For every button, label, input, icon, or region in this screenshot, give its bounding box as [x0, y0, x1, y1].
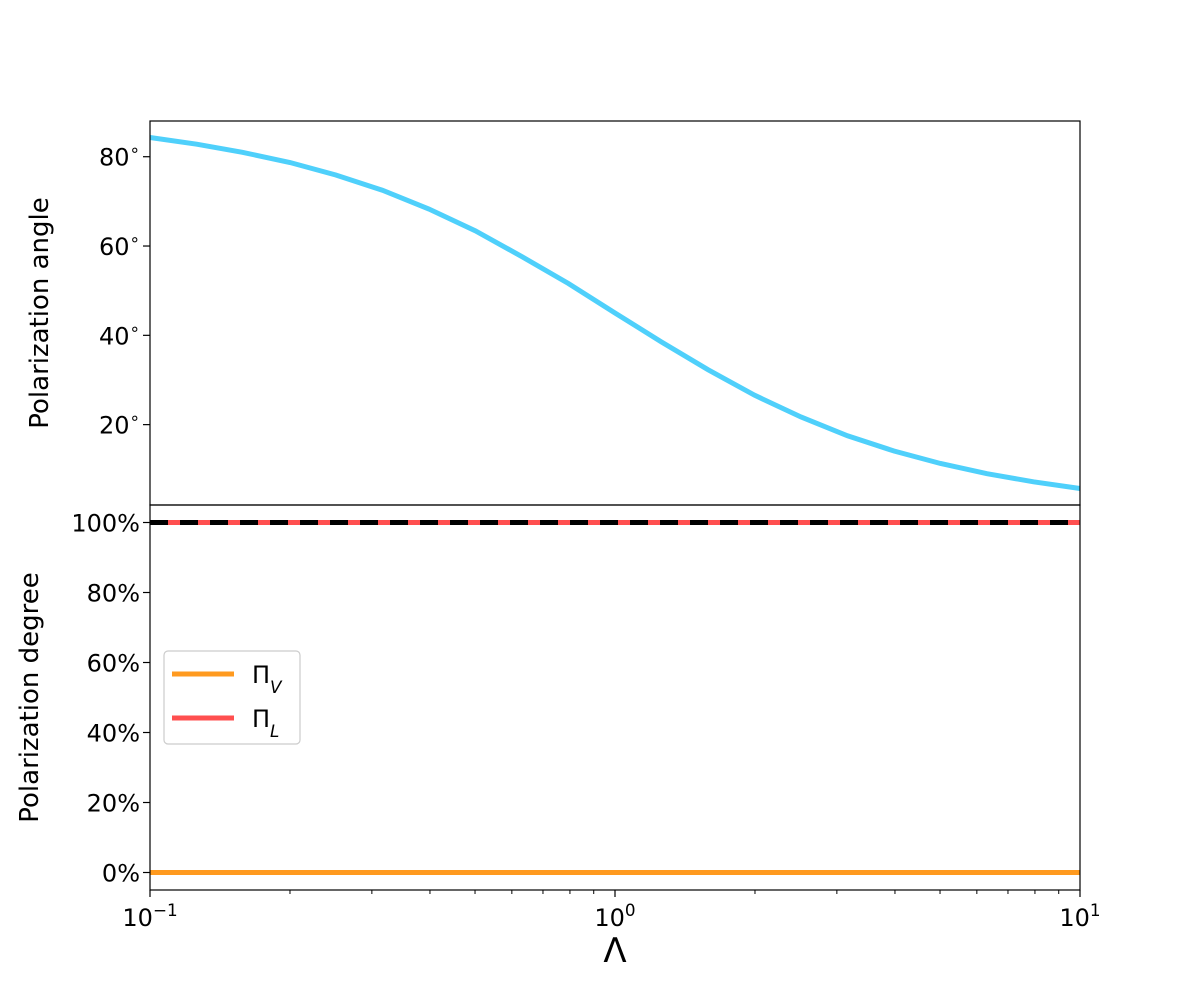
y-tick-label: 20∘ — [99, 408, 140, 440]
x-tick-label: 10−1 — [122, 900, 177, 932]
y-tick-label: 60∘ — [99, 229, 140, 261]
x-tick-label: 101 — [1059, 900, 1100, 932]
x-axis-label: Λ — [603, 931, 626, 971]
top-panel-angle: 20∘ 40∘ 60∘ 80∘ Polarization angle — [25, 120, 1081, 506]
shared-x-axis: 10−1 100 101 Λ — [122, 890, 1101, 971]
y-tick-label: 20% — [87, 790, 140, 818]
y-tick-label: 40% — [87, 720, 140, 748]
bottom-y-axis-label: Polarization degree — [15, 572, 45, 823]
y-tick-label: 80% — [87, 580, 140, 608]
y-tick-label: 80∘ — [99, 140, 140, 172]
bottom-panel-degree: 0%20%40%60%80%100%Polarization degree ΠVΠ… — [15, 504, 1081, 891]
top-y-axis-label: Polarization angle — [25, 197, 55, 429]
y-tick-label: 0% — [102, 860, 140, 888]
legend: ΠV ΠL — [163, 650, 301, 745]
legend-box — [163, 650, 301, 745]
series-top-0-line — [149, 135, 1081, 491]
legend-entry: ΠL — [252, 705, 279, 741]
y-tick-label: 100% — [71, 510, 140, 538]
y-tick-label: 60% — [87, 650, 140, 678]
x-tick-label: 100 — [594, 900, 635, 932]
y-tick-label: 40∘ — [99, 318, 140, 350]
legend-entry: ΠV — [252, 661, 283, 697]
